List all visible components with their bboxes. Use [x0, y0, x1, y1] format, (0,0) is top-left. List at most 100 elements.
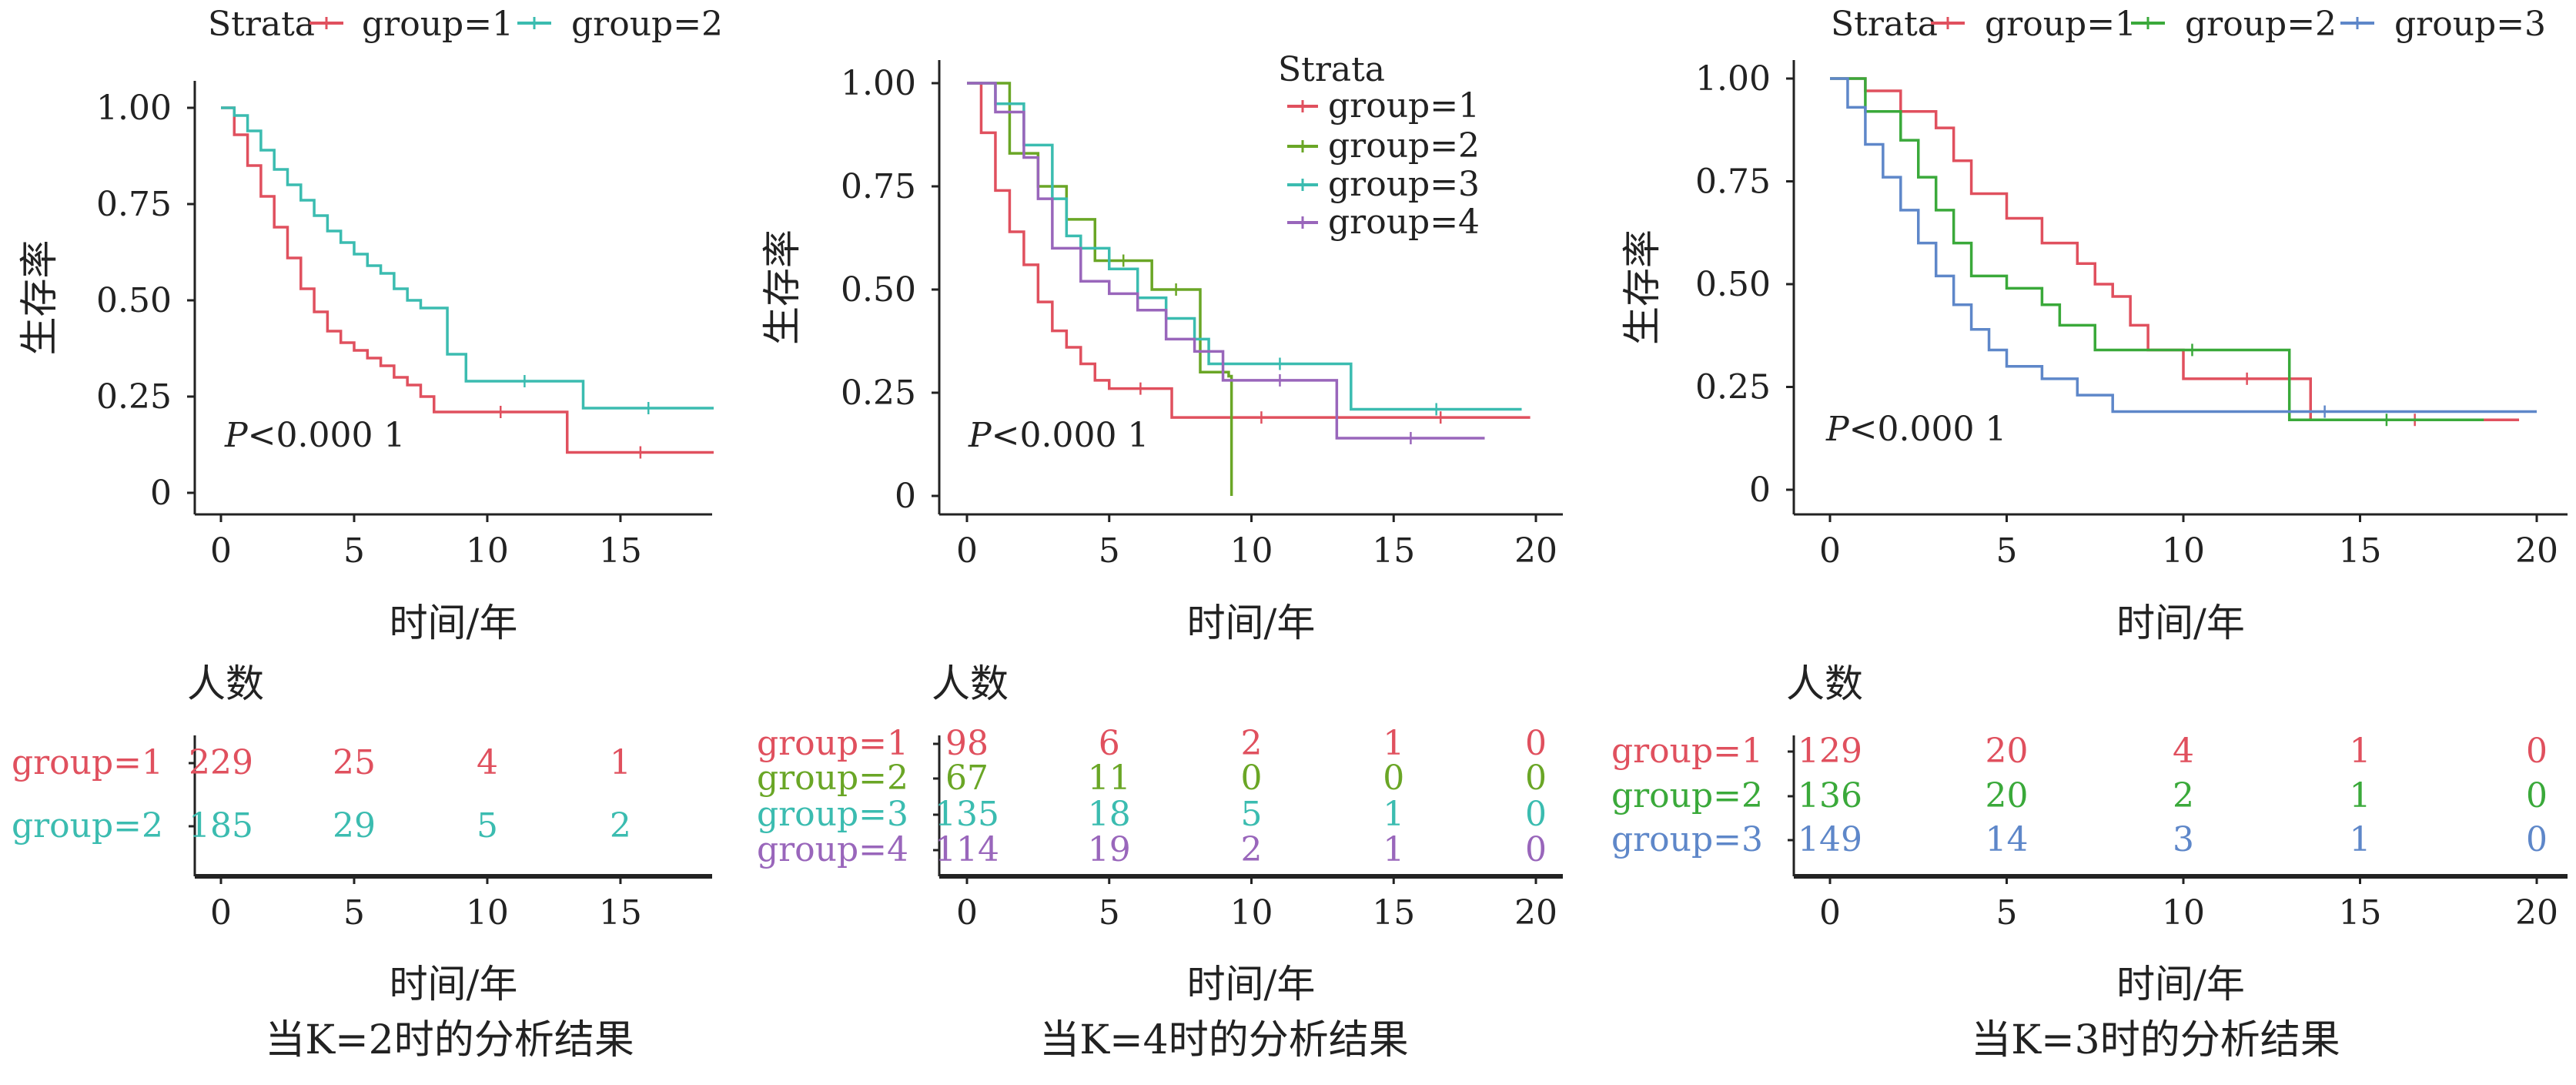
survival-curve: [221, 106, 714, 454]
risk-table-x-tick-label: 10: [2162, 893, 2205, 933]
risk-table-x-tick-label: 0: [956, 893, 978, 933]
risk-count: 29: [333, 806, 376, 846]
risk-count: 4: [477, 743, 498, 782]
legend-label: group=2: [2185, 5, 2337, 44]
risk-count: 6: [1099, 724, 1120, 763]
risk-table-x-tick-label: 15: [599, 893, 642, 933]
risk-row-label: group=2: [757, 758, 908, 798]
survival-curve: [967, 82, 1233, 496]
x-tick-label: 5: [343, 531, 365, 571]
legend-label: group=2: [571, 5, 723, 44]
x-axis-title: 时间/年: [1187, 601, 1316, 645]
risk-count: 0: [1383, 758, 1404, 798]
risk-row-label: group=1: [757, 724, 908, 763]
x-tick-label: 10: [1230, 531, 1273, 571]
risk-table-x-tick-label: 0: [210, 893, 232, 933]
legend-label: group=4: [1328, 203, 1480, 242]
risk-row-label: group=3: [757, 795, 908, 834]
legend-label: group=1: [1985, 5, 2136, 44]
risk-row-label: group=4: [757, 830, 908, 869]
survival-curve: [967, 82, 1531, 419]
survival-panel: 00.250.500.751.000 5 10 15 20时间/年生存率P<0.000 …: [757, 50, 1563, 1063]
risk-count: 135: [935, 795, 999, 834]
risk-row-label: group=2: [1611, 776, 1763, 815]
y-tick-label: 0.75: [1695, 162, 1771, 202]
risk-count: 0: [2526, 732, 2548, 771]
risk-table-x-tick-label: 20: [2515, 893, 2558, 933]
x-tick-label: 0: [1819, 531, 1841, 571]
survival-curve: [1830, 77, 2537, 414]
panel-subtitle: 当K=2时的分析结果: [265, 1017, 634, 1063]
risk-row-label: group=2: [12, 806, 163, 846]
risk-count: 1: [1383, 795, 1404, 834]
risk-count: 0: [2526, 776, 2548, 815]
risk-count: 1: [1383, 724, 1404, 763]
risk-table-x-axis-title: 时间/年: [1187, 962, 1316, 1006]
risk-table-x-tick-label: 0: [1819, 893, 1841, 933]
y-tick-label: 1.00: [841, 64, 916, 103]
risk-count: 185: [189, 806, 253, 846]
y-tick-label: 0.75: [841, 167, 916, 206]
risk-count: 0: [1525, 795, 1547, 834]
risk-count: 0: [2526, 820, 2548, 859]
risk-count: 1: [2350, 776, 2371, 815]
y-tick-label: 0.50: [841, 270, 916, 310]
legend-title: Strata: [208, 5, 315, 44]
risk-table-x-tick-label: 15: [2339, 893, 2382, 933]
risk-count: 2: [2173, 776, 2194, 815]
x-axis-title: 时间/年: [2116, 601, 2245, 645]
risk-table-x-axis-title: 时间/年: [2116, 962, 2245, 1006]
risk-count: 14: [1986, 820, 2029, 859]
survival-curve: [221, 106, 714, 410]
legend-title: Strata: [1831, 5, 1938, 44]
x-tick-label: 5: [1996, 531, 2018, 571]
survival-curve: [967, 82, 1485, 440]
risk-table-x-tick-label: 10: [466, 893, 509, 933]
panel-subtitle: 当K=4时的分析结果: [1039, 1017, 1409, 1063]
risk-count: 2: [1241, 724, 1263, 763]
p-value-annotation: P<0.000 1: [1825, 410, 2006, 449]
y-tick-label: 0: [150, 474, 172, 513]
x-tick-label: 15: [599, 531, 642, 571]
risk-count: 0: [1241, 758, 1263, 798]
legend-label: group=2: [1328, 126, 1480, 166]
x-axis-title: 时间/年: [390, 601, 518, 645]
risk-count: 4: [2173, 732, 2194, 771]
x-tick-label: 15: [1372, 531, 1415, 571]
survival-panel: 00.250.500.751.000 5 10 15 20时间/年生存率P<0.000 …: [1611, 5, 2568, 1063]
y-tick-label: 0.75: [96, 185, 172, 224]
risk-count: 98: [945, 724, 989, 763]
survival-curve: [1830, 77, 2520, 421]
y-axis-title: 生存率: [760, 229, 805, 345]
y-tick-label: 0.50: [1695, 265, 1771, 304]
survival-curve: [1830, 77, 2484, 421]
risk-count: 1: [2350, 820, 2371, 859]
risk-count: 136: [1798, 776, 1862, 815]
y-tick-label: 0.50: [96, 281, 172, 320]
risk-count: 3: [2173, 820, 2194, 859]
risk-count: 114: [935, 830, 999, 869]
x-tick-label: 20: [1514, 531, 1557, 571]
risk-table-x-axis-title: 时间/年: [390, 962, 518, 1006]
risk-count: 11: [1088, 758, 1131, 798]
y-tick-label: 0.25: [841, 373, 916, 413]
legend-title: Strata: [1278, 50, 1385, 89]
risk-count: 229: [189, 743, 253, 782]
legend-label: group=3: [1328, 165, 1480, 204]
legend-label: group=1: [1328, 86, 1480, 126]
risk-count: 5: [477, 806, 498, 846]
risk-table-x-tick-label: 10: [1230, 893, 1273, 933]
x-tick-label: 0: [956, 531, 978, 571]
risk-table-x-tick-label: 5: [343, 893, 365, 933]
risk-table-x-tick-label: 15: [1372, 893, 1415, 933]
y-tick-label: 1.00: [1695, 59, 1771, 99]
y-tick-label: 0: [1749, 471, 1771, 510]
risk-count: 25: [333, 743, 376, 782]
risk-table-x-tick-label: 5: [1996, 893, 2018, 933]
risk-count: 129: [1798, 732, 1862, 771]
x-tick-label: 0: [210, 531, 232, 571]
risk-row-label: group=1: [1611, 732, 1763, 771]
risk-count: 19: [1088, 830, 1131, 869]
y-tick-label: 0.25: [1695, 368, 1771, 407]
